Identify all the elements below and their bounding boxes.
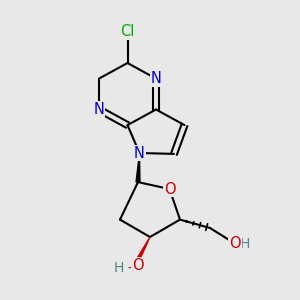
Text: -: - — [127, 262, 132, 275]
Text: N: N — [151, 71, 161, 86]
Text: H: H — [239, 238, 250, 251]
Text: O: O — [229, 236, 241, 250]
Polygon shape — [136, 153, 140, 182]
Text: H: H — [113, 262, 124, 275]
Text: N: N — [134, 146, 145, 160]
Text: N: N — [94, 102, 104, 117]
Text: O: O — [164, 182, 175, 196]
Polygon shape — [133, 237, 150, 266]
Text: Cl: Cl — [120, 24, 135, 39]
Text: O: O — [132, 258, 144, 273]
